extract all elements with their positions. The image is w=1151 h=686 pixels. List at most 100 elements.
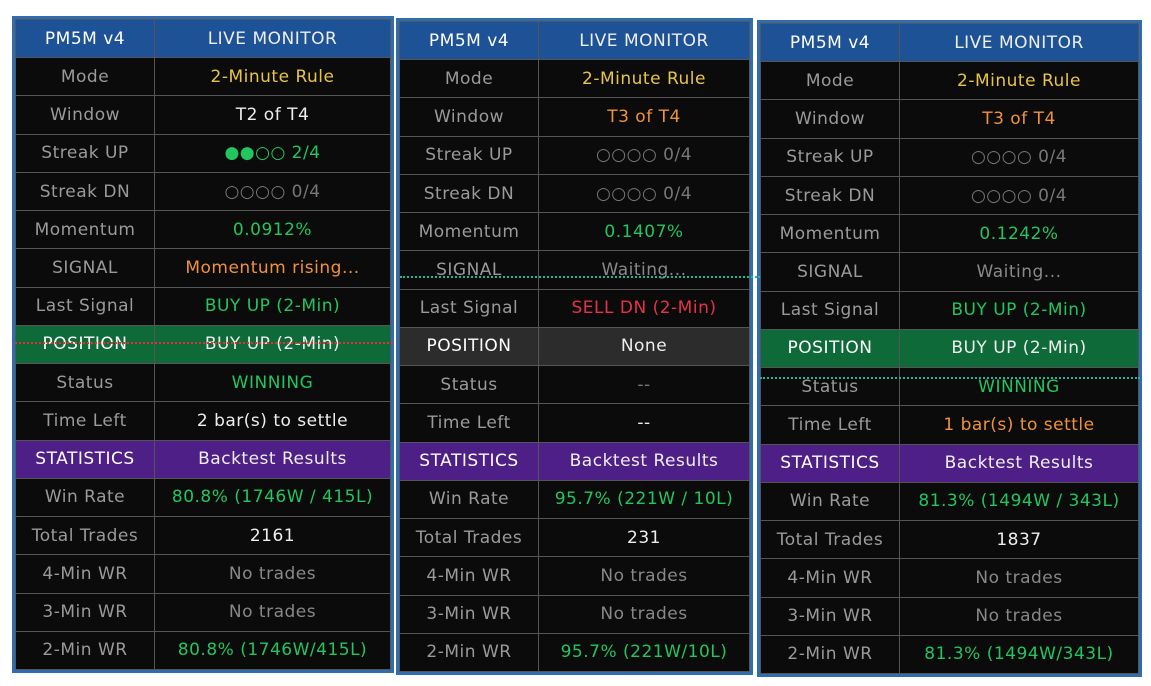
- row-label: Mode: [760, 61, 900, 101]
- row-value: 2-Minute Rule: [538, 59, 750, 99]
- row-value: LIVE MONITOR: [899, 22, 1139, 63]
- row-label: POSITION: [15, 324, 155, 365]
- row-value: No trades: [154, 554, 391, 594]
- row-label: Window: [399, 97, 539, 137]
- row-label: Window: [15, 95, 155, 135]
- row-label: Momentum: [399, 212, 539, 252]
- row-value: WINNING: [899, 367, 1139, 407]
- row-label: Win Rate: [399, 479, 539, 520]
- row-streak-up: Streak UP ○○○○ 0/4: [760, 137, 1139, 177]
- row-label: 2-Min WR: [760, 634, 900, 675]
- row-value: No trades: [538, 594, 750, 634]
- row-label: Streak UP: [15, 133, 155, 173]
- row-value: 0.1407%: [538, 212, 750, 252]
- row-label: Time Left: [399, 403, 539, 443]
- row-4-min-wr: 4-Min WR No trades: [399, 556, 750, 596]
- row-value: LIVE MONITOR: [538, 20, 750, 61]
- row-win-rate: Win Rate 95.7% (221W / 10L): [399, 479, 750, 520]
- row-value: LIVE MONITOR: [154, 18, 391, 59]
- row-4-min-wr: 4-Min WR No trades: [760, 558, 1139, 598]
- row-label: POSITION: [399, 326, 539, 367]
- row-mode: Mode 2-Minute Rule: [399, 59, 750, 99]
- row-total-trades: Total Trades 2161: [15, 516, 391, 556]
- row-label: Streak DN: [399, 173, 539, 214]
- row-label: Last Signal: [760, 290, 900, 330]
- row-value: BUY UP (2-Min): [899, 328, 1139, 369]
- row-label: 3-Min WR: [760, 596, 900, 636]
- row-label: Window: [760, 99, 900, 139]
- row-value: 2161: [154, 516, 391, 556]
- row-value: Momentum rising...: [154, 248, 391, 288]
- row-signal: SIGNAL Waiting...: [399, 250, 750, 290]
- row-value: BUY UP (2-Min): [154, 286, 391, 326]
- row-position: POSITION BUY UP (2-Min): [760, 328, 1139, 369]
- row-label: Total Trades: [399, 518, 539, 558]
- row-label: 3-Min WR: [399, 594, 539, 634]
- row-2-min-wr: 2-Min WR 81.3% (1494W/343L): [760, 634, 1139, 675]
- row-value: No trades: [154, 592, 391, 632]
- row-label: 3-Min WR: [15, 592, 155, 632]
- monitor-panel-3: PM5M v4 LIVE MONITOR Mode 2-Minute Rule Wind…: [757, 20, 1142, 677]
- row-label: 4-Min WR: [15, 554, 155, 594]
- row-position: POSITION BUY UP (2-Min): [15, 324, 391, 365]
- row-label: STATISTICS: [760, 443, 900, 483]
- row-value: ○○○○ 0/4: [538, 173, 750, 214]
- row-total-trades: Total Trades 231: [399, 518, 750, 558]
- row-mode: Mode 2-Minute Rule: [760, 61, 1139, 101]
- row-value: ○○○○ 0/4: [154, 171, 391, 212]
- row-label: Mode: [399, 59, 539, 99]
- row-value: 80.8% (1746W / 415L): [154, 477, 391, 518]
- row-streak-up: Streak UP ○○○○ 0/4: [399, 135, 750, 175]
- row-position: POSITION None: [399, 326, 750, 367]
- row-label: SIGNAL: [399, 250, 539, 290]
- row-value: Backtest Results: [899, 443, 1139, 483]
- row-value: T2 of T4: [154, 95, 391, 135]
- row-value: 0.1242%: [899, 214, 1139, 254]
- row-win-rate: Win Rate 80.8% (1746W / 415L): [15, 477, 391, 518]
- row-window: Window T3 of T4: [760, 99, 1139, 139]
- row-label: Total Trades: [15, 516, 155, 556]
- row-value: --: [538, 365, 750, 405]
- row-momentum: Momentum 0.1242%: [760, 214, 1139, 254]
- row-value: T3 of T4: [899, 99, 1139, 139]
- row-label: Streak UP: [760, 137, 900, 177]
- row-pm5m-v4: PM5M v4 LIVE MONITOR: [760, 22, 1139, 63]
- row-streak-dn: Streak DN ○○○○ 0/4: [760, 175, 1139, 216]
- row-value: 1837: [899, 520, 1139, 560]
- row-value: ○○○○ 0/4: [899, 175, 1139, 216]
- row-label: Momentum: [15, 210, 155, 250]
- monitor-table: PM5M v4 LIVE MONITOR Mode 2-Minute Rule Wind…: [399, 20, 750, 673]
- row-4-min-wr: 4-Min WR No trades: [15, 554, 391, 594]
- row-value: 95.7% (221W / 10L): [538, 479, 750, 520]
- row-value: Waiting...: [538, 250, 750, 290]
- row-value: 2 bar(s) to settle: [154, 401, 391, 441]
- row-label: Status: [399, 365, 539, 405]
- row-value: ○○○○ 0/4: [538, 135, 750, 175]
- row-2-min-wr: 2-Min WR 95.7% (221W/10L): [399, 632, 750, 673]
- row-value: Waiting...: [899, 252, 1139, 292]
- row-3-min-wr: 3-Min WR No trades: [399, 594, 750, 634]
- row-label: Win Rate: [760, 481, 900, 522]
- row-label: 2-Min WR: [15, 630, 155, 671]
- row-3-min-wr: 3-Min WR No trades: [15, 592, 391, 632]
- row-value: 81.3% (1494W / 343L): [899, 481, 1139, 522]
- row-label: Streak UP: [399, 135, 539, 175]
- row-signal: SIGNAL Momentum rising...: [15, 248, 391, 288]
- row-label: Status: [760, 367, 900, 407]
- row-win-rate: Win Rate 81.3% (1494W / 343L): [760, 481, 1139, 522]
- row-value: BUY UP (2-Min): [154, 324, 391, 365]
- row-last-signal: Last Signal BUY UP (2-Min): [15, 286, 391, 326]
- row-label: SIGNAL: [760, 252, 900, 292]
- row-streak-up: Streak UP ●●○○ 2/4: [15, 133, 391, 173]
- row-label: POSITION: [760, 328, 900, 369]
- row-status: Status WINNING: [760, 367, 1139, 407]
- row-pm5m-v4: PM5M v4 LIVE MONITOR: [399, 20, 750, 61]
- row-value: WINNING: [154, 363, 391, 403]
- row-label: Last Signal: [15, 286, 155, 326]
- row-value: 80.8% (1746W/415L): [154, 630, 391, 671]
- row-momentum: Momentum 0.1407%: [399, 212, 750, 252]
- row-value: 95.7% (221W/10L): [538, 632, 750, 673]
- row-value: 81.3% (1494W/343L): [899, 634, 1139, 675]
- row-window: Window T2 of T4: [15, 95, 391, 135]
- row-label: Streak DN: [15, 171, 155, 212]
